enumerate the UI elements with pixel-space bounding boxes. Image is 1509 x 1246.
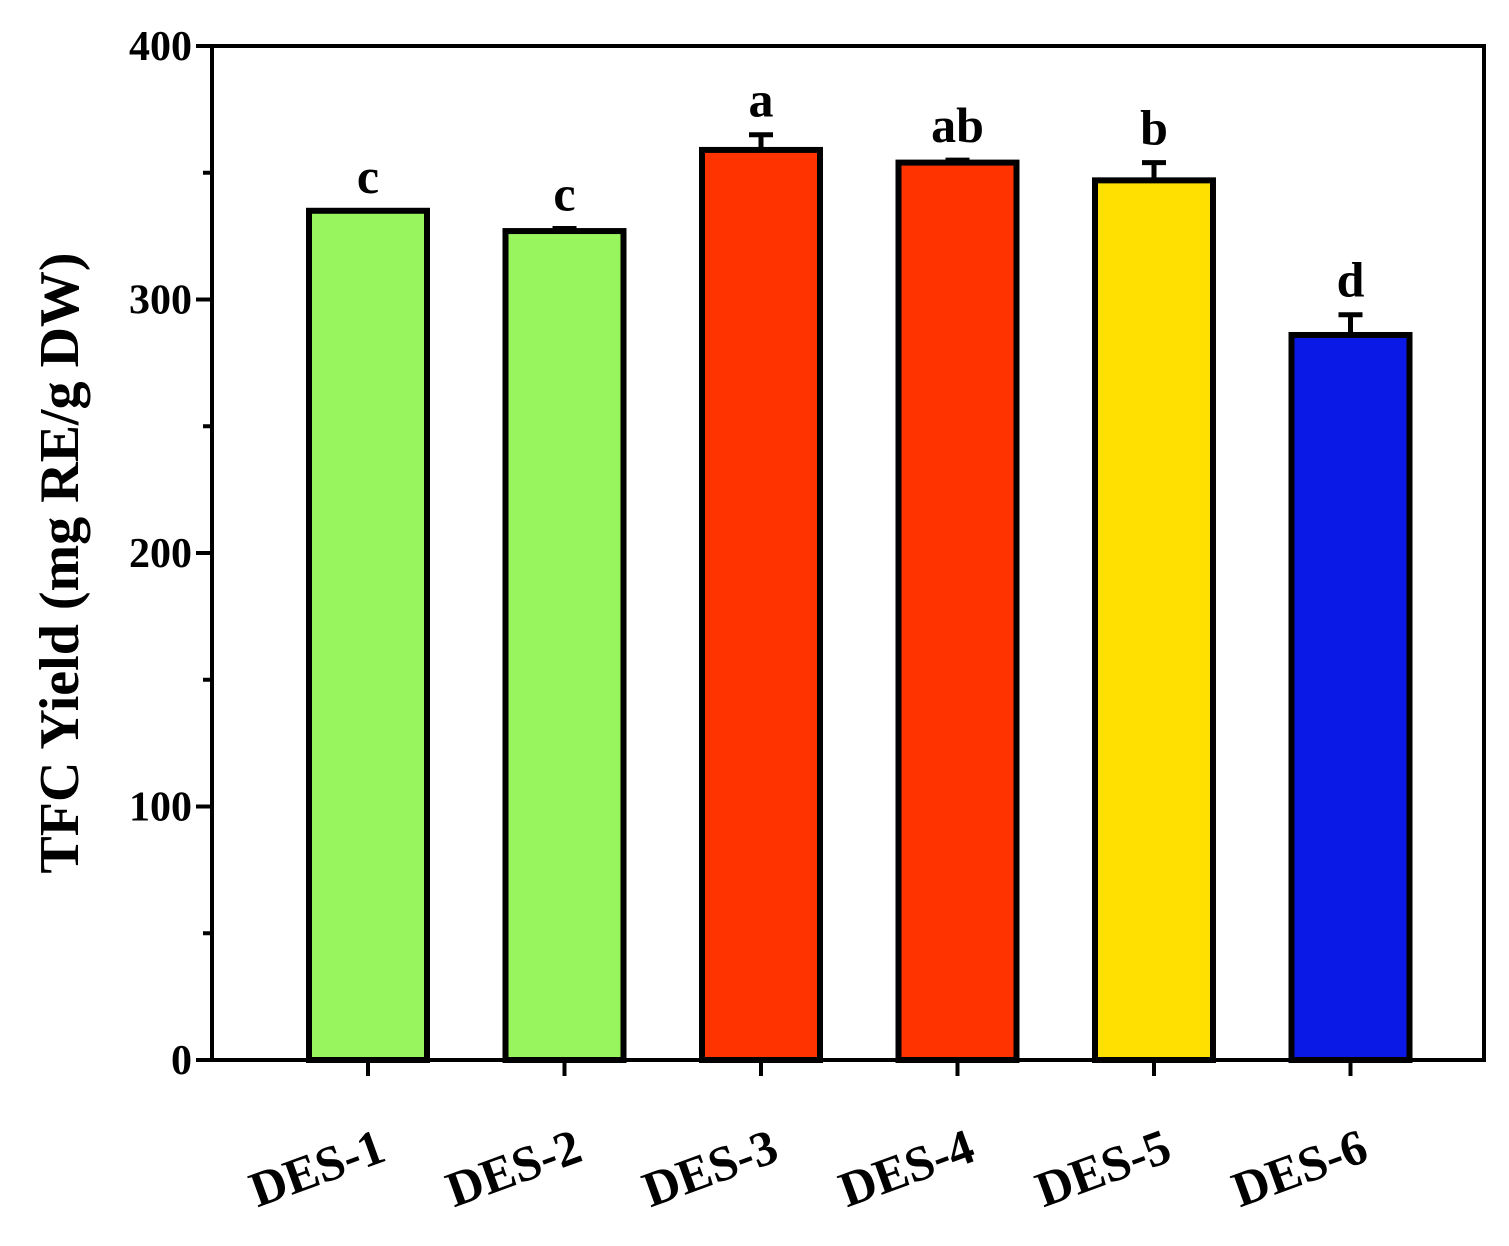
y-tick-label: 100	[129, 785, 192, 831]
y-axis: 0 100 200 300 400	[129, 24, 212, 1084]
y-tick-label: 300	[129, 278, 192, 324]
significance-label-des-6: d	[1337, 252, 1365, 308]
y-tick-label: 400	[129, 24, 192, 70]
x-tick-label-des-3: DES-3	[635, 1118, 785, 1218]
bar-des-2	[502, 228, 627, 1063]
x-tick-label-des-5: DES-5	[1028, 1118, 1178, 1218]
significance-labels-layer: c c a ab b d	[357, 72, 1365, 308]
x-tick-label-des-6: DES-6	[1225, 1118, 1375, 1218]
significance-label-des-1: c	[357, 148, 379, 204]
y-tick-label: 200	[129, 531, 192, 577]
significance-label-des-4: ab	[931, 97, 984, 153]
bar-des-1	[306, 207, 430, 1063]
significance-label-des-5: b	[1140, 100, 1168, 156]
y-axis-title: TFC Yield (mg RE/g DW)	[29, 252, 91, 873]
y-tick-label: 0	[171, 1038, 192, 1084]
x-tick-label-des-4: DES-4	[832, 1118, 982, 1218]
bars-layer	[306, 146, 1413, 1064]
bar-des-6	[1288, 331, 1413, 1063]
x-tick-label-des-2: DES-2	[439, 1118, 589, 1218]
bar-des-4	[895, 159, 1020, 1064]
x-tick-label-des-1: DES-1	[242, 1118, 392, 1218]
significance-label-des-3: a	[749, 72, 774, 128]
x-axis: DES-1 DES-2 DES-3 DES-4 DES-5 DES-6	[242, 1060, 1374, 1218]
significance-label-des-2: c	[553, 166, 575, 222]
bar-des-3	[699, 146, 823, 1063]
bar-des-5	[1092, 177, 1216, 1064]
error-bars-layer	[356, 132, 1363, 335]
